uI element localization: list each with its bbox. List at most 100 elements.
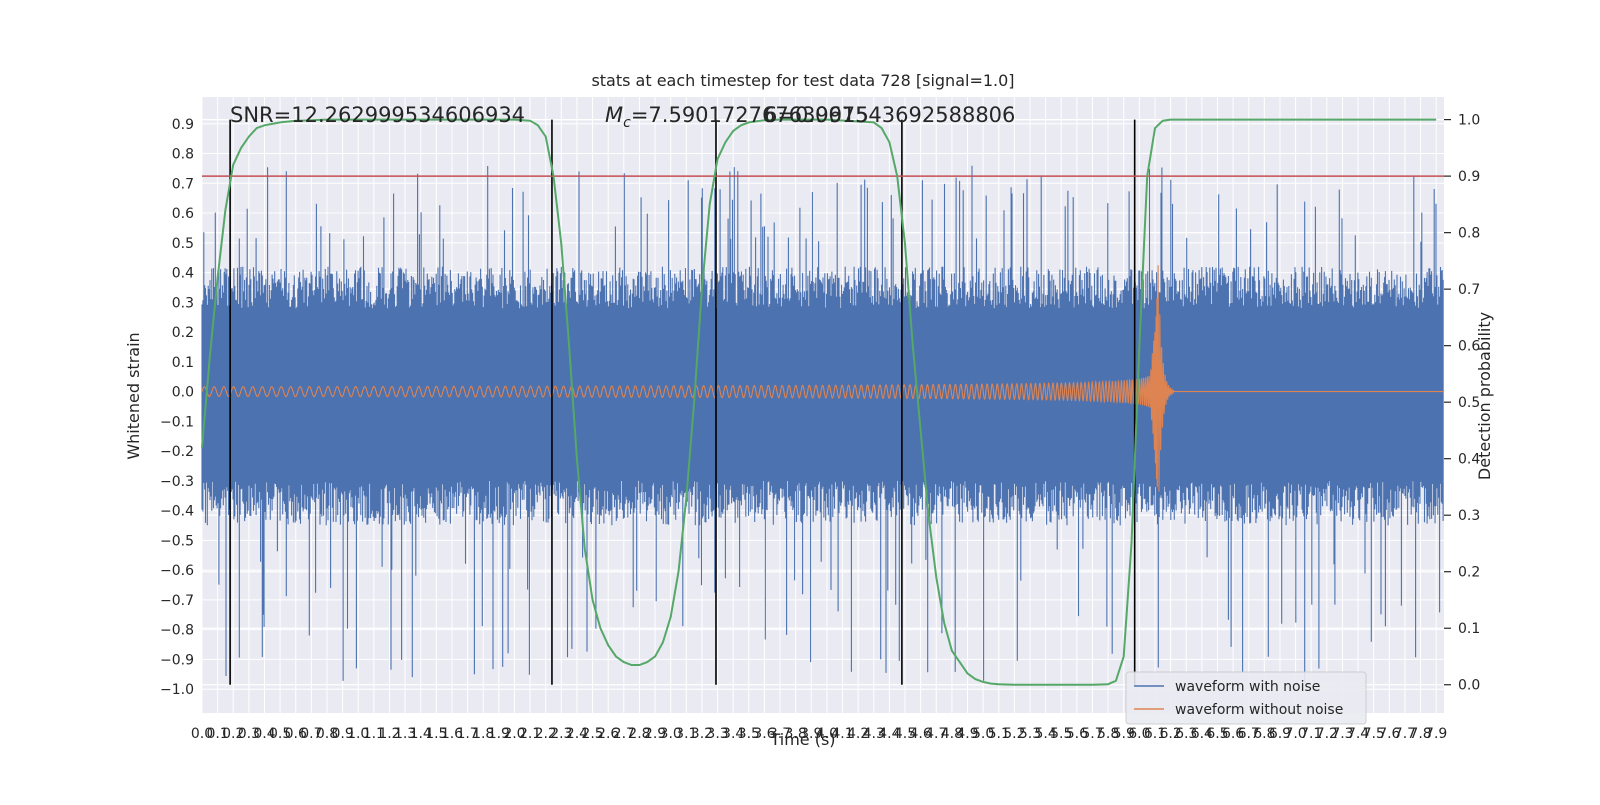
x-tick-label: 6.0 <box>1128 726 1150 742</box>
y2-tick-label: 0.2 <box>1458 565 1480 581</box>
x-tick-label: 2.3 <box>550 726 572 742</box>
x-tick-label: 2.4 <box>566 726 588 742</box>
x-tick-label: 4.1 <box>831 726 853 742</box>
x-tick-label: 5.9 <box>1113 726 1135 742</box>
y-tick-label: −0.1 <box>160 414 194 430</box>
y-tick-label: 0.8 <box>172 147 194 163</box>
x-tick-label: 5.3 <box>1019 726 1041 742</box>
y2-tick-label: 0.9 <box>1458 169 1480 185</box>
x-tick-label: 7.1 <box>1300 726 1322 742</box>
y-tick-label: −0.3 <box>160 474 194 490</box>
x-tick-label: 3.0 <box>660 726 682 742</box>
x-tick-label: 0.4 <box>253 726 275 742</box>
x-tick-label: 4.9 <box>956 726 978 742</box>
x-tick-label: 0.3 <box>238 726 260 742</box>
x-tick-label: 0.9 <box>331 726 353 742</box>
x-tick-label: 6.9 <box>1269 726 1291 742</box>
x-tick-label: 1.6 <box>441 726 463 742</box>
y-tick-label: 0.2 <box>172 325 194 341</box>
overlap-annotation: 6=0.067543692588806 <box>764 103 1015 127</box>
clean-waveform-path <box>201 265 1444 492</box>
x-tick-label: 1.8 <box>472 726 494 742</box>
y-tick-label: 0.6 <box>172 206 194 222</box>
axes: 0.00.10.20.30.40.50.60.70.80.91.01.11.21… <box>160 113 1480 742</box>
x-tick-label: 0.8 <box>316 726 338 742</box>
y-tick-label: −1.0 <box>160 682 194 698</box>
x-tick-label: 5.8 <box>1097 726 1119 742</box>
x-tick-label: 7.6 <box>1378 726 1400 742</box>
y-tick-label: 0.7 <box>172 176 194 192</box>
y2-tick-label: 0.0 <box>1458 678 1480 694</box>
x-tick-label: 0.2 <box>222 726 244 742</box>
y-tick-label: −0.4 <box>160 504 194 520</box>
y2-tick-label: 0.3 <box>1458 508 1480 524</box>
x-tick-label: 6.5 <box>1206 726 1228 742</box>
x-tick-label: 6.8 <box>1253 726 1275 742</box>
x-tick-label: 1.4 <box>410 726 432 742</box>
x-tick-label: 1.2 <box>378 726 400 742</box>
x-tick-label: 2.6 <box>597 726 619 742</box>
chart-title: stats at each timestep for test data 728… <box>591 71 1014 90</box>
x-tick-label: 4.4 <box>878 726 900 742</box>
x-tick-label: 3.1 <box>675 726 697 742</box>
y2-tick-label: 0.8 <box>1458 226 1480 242</box>
chirp-mass-value: =7.590172767639915 <box>631 103 869 127</box>
x-tick-label: 7.9 <box>1425 726 1447 742</box>
x-tick-label: 0.7 <box>300 726 322 742</box>
x-tick-label: 6.3 <box>1175 726 1197 742</box>
y2-tick-label: 0.5 <box>1458 395 1480 411</box>
x-tick-label: 5.4 <box>1034 726 1056 742</box>
series-detection-probability <box>201 118 1437 686</box>
y-tick-label: −0.2 <box>160 444 194 460</box>
y-tick-label: 0.9 <box>172 117 194 133</box>
y-tick-label: 0.5 <box>172 236 194 252</box>
x-tick-label: 2.7 <box>613 726 635 742</box>
legend-label-clean: waveform without noise <box>1175 702 1343 718</box>
x-tick-label: 3.5 <box>738 726 760 742</box>
y2-axis-label: Detection probability <box>1475 312 1494 480</box>
x-tick-label: 0.5 <box>269 726 291 742</box>
x-tick-label: 5.0 <box>972 726 994 742</box>
chirp-mass-subscript: c <box>623 115 631 131</box>
x-tick-label: 1.7 <box>456 726 478 742</box>
x-tick-label: 4.0 <box>816 726 838 742</box>
snr-annotation: SNR=12.262999534606934 <box>230 103 525 127</box>
x-tick-label: 7.0 <box>1284 726 1306 742</box>
legend-label-noise: waveform with noise <box>1175 679 1320 695</box>
x-tick-label: 7.7 <box>1394 726 1416 742</box>
x-tick-label: 5.5 <box>1050 726 1072 742</box>
x-tick-label: 2.8 <box>628 726 650 742</box>
x-tick-label: 2.0 <box>503 726 525 742</box>
y-tick-label: 0.3 <box>172 295 194 311</box>
x-tick-label: 3.6 <box>753 726 775 742</box>
y2-tick-label: 1.0 <box>1458 113 1480 129</box>
y2-tick-label: 0.1 <box>1458 621 1480 637</box>
x-tick-label: 1.5 <box>425 726 447 742</box>
y-tick-label: 0.0 <box>172 385 194 401</box>
x-tick-label: 4.3 <box>863 726 885 742</box>
x-tick-label: 7.2 <box>1316 726 1338 742</box>
x-tick-label: 6.2 <box>1159 726 1181 742</box>
x-tick-label: 6.7 <box>1238 726 1260 742</box>
x-tick-label: 4.2 <box>847 726 869 742</box>
y-tick-label: −0.9 <box>160 652 194 668</box>
x-tick-label: 5.6 <box>1066 726 1088 742</box>
x-tick-label: 1.9 <box>488 726 510 742</box>
y-axis-label: Whitened strain <box>124 332 143 459</box>
y-tick-label: 0.4 <box>172 266 194 282</box>
y-tick-label: −0.8 <box>160 623 194 639</box>
x-tick-label: 0.0 <box>191 726 213 742</box>
x-tick-label: 2.1 <box>519 726 541 742</box>
x-tick-label: 2.5 <box>581 726 603 742</box>
y-tick-label: −0.6 <box>160 563 194 579</box>
series-waveform-without-noise <box>201 265 1444 492</box>
x-tick-label: 7.4 <box>1347 726 1369 742</box>
x-tick-label: 5.1 <box>988 726 1010 742</box>
legend-box <box>1125 671 1367 725</box>
x-tick-label: 5.7 <box>1081 726 1103 742</box>
y2-tick-label: 0.6 <box>1458 339 1480 355</box>
legend: waveform with noise waveform without noi… <box>1125 671 1367 725</box>
x-tick-label: 3.2 <box>691 726 713 742</box>
x-tick-label: 6.6 <box>1222 726 1244 742</box>
